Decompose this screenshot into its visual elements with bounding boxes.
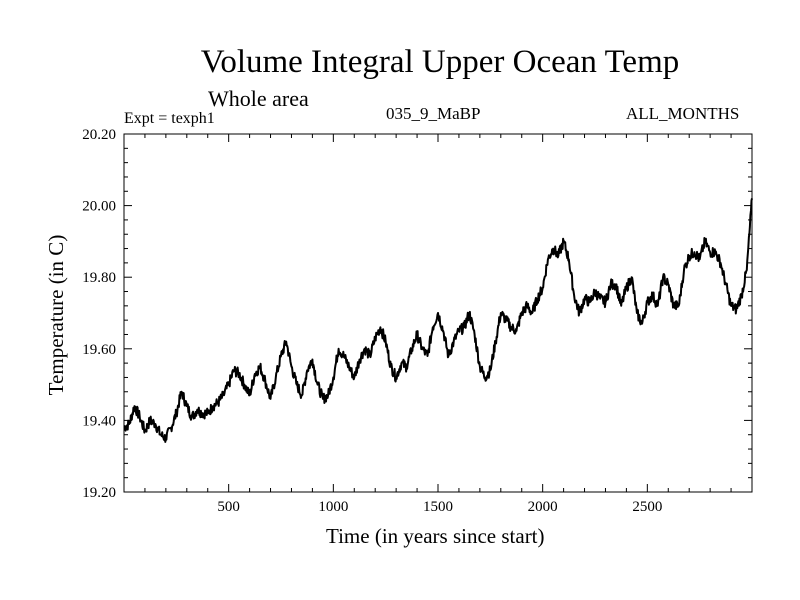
chart-subtitle: Whole area	[208, 86, 309, 111]
x-tick-label: 2500	[632, 499, 662, 515]
tick-labels: 500 1000 1500 2000 2500 19.20 19.40 19.60 19.80 2…	[82, 127, 662, 515]
x-tick-label: 500	[217, 499, 240, 515]
y-tick-label: 19.60	[82, 342, 116, 358]
chart-title: Volume Integral Upper Ocean Temp	[200, 44, 680, 80]
months-label: ALL_MONTHS	[626, 104, 740, 123]
y-tick-label: 19.80	[82, 270, 116, 286]
experiment-id-label: Expt = texph1	[124, 110, 215, 127]
y-tick-label: 19.40	[82, 413, 116, 429]
x-tick-label: 1500	[423, 499, 453, 515]
y-tick-label: 20.00	[82, 199, 116, 215]
experiment-name-label: 035_9_MaBP	[386, 104, 481, 123]
axis-ticks	[124, 134, 752, 492]
temperature-series-line	[123, 198, 753, 443]
x-tick-label: 1000	[318, 499, 348, 515]
x-tick-label: 2000	[528, 499, 558, 515]
y-axis-label: Temperature (in C)	[44, 234, 68, 396]
x-axis-label: Time (in years since start)	[326, 524, 545, 548]
y-tick-label: 20.20	[82, 127, 116, 143]
y-tick-label: 19.20	[82, 485, 116, 501]
